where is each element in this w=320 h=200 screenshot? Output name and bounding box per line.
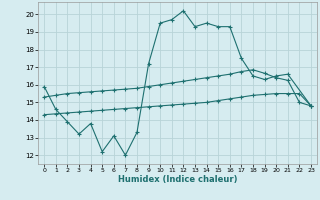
X-axis label: Humidex (Indice chaleur): Humidex (Indice chaleur) xyxy=(118,175,237,184)
